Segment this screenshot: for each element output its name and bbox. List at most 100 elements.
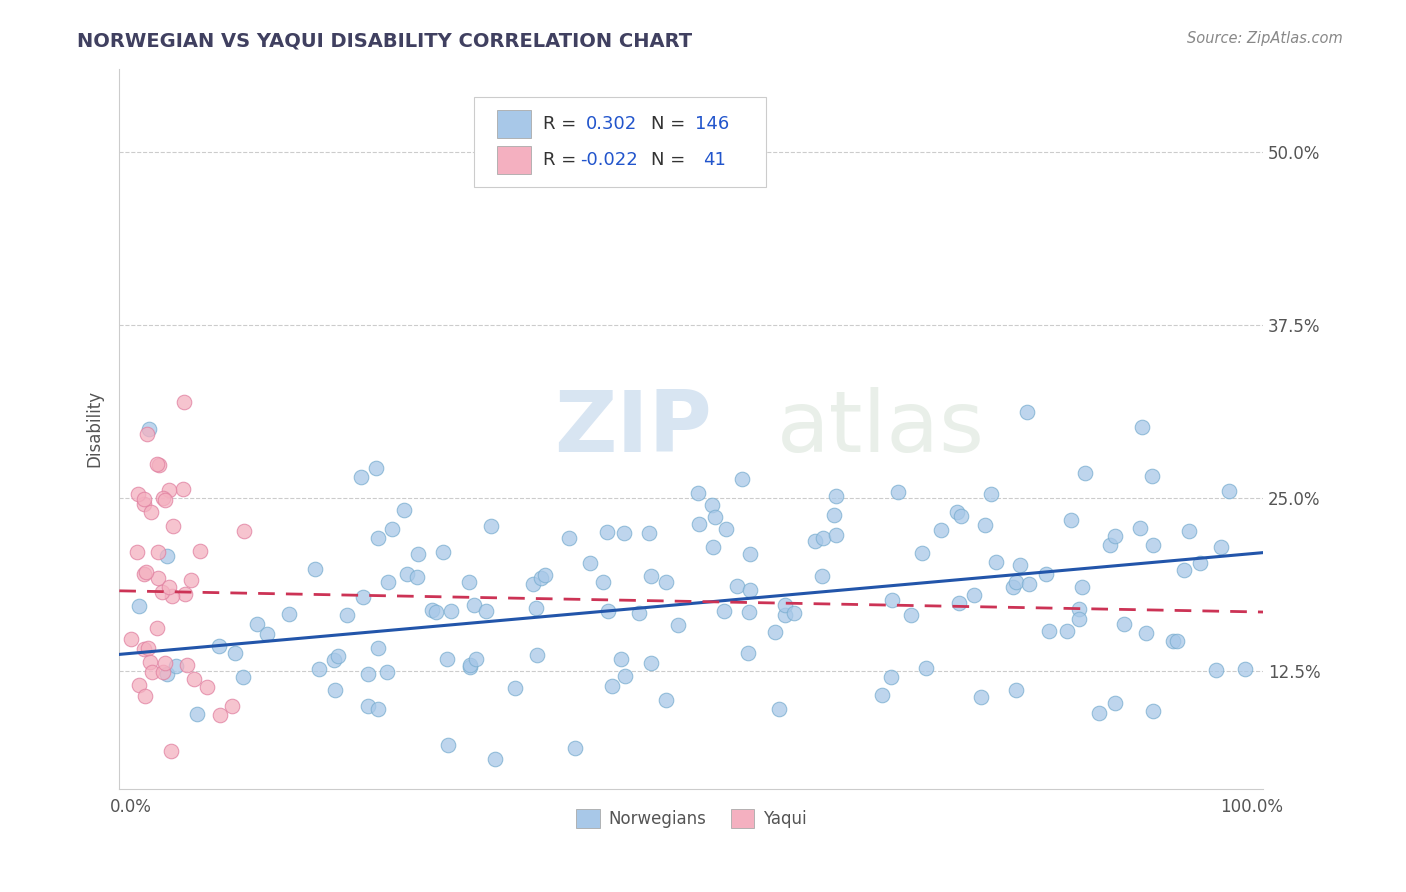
Point [970,690,993,704]
Point [128,678,150,692]
Point [686,486,709,500]
FancyBboxPatch shape [474,97,766,187]
Point [392,503,415,517]
Point [738,547,761,561]
Point [886,484,908,499]
Point [156,549,179,563]
Point [367,531,389,545]
Point [530,571,553,585]
Point [209,708,232,723]
Point [945,506,967,520]
Point [1218,483,1240,498]
Point [737,646,759,660]
Point [1099,538,1122,552]
Point [811,531,834,545]
Point [146,545,169,559]
Point [141,665,163,680]
Point [768,702,790,716]
Point [367,701,389,715]
Point [132,497,155,511]
Point [713,604,735,618]
Point [356,667,378,681]
Point [824,528,846,542]
Point [1130,420,1153,434]
Point [666,618,689,632]
Point [484,752,506,766]
Point [1104,529,1126,543]
Point [737,605,759,619]
Point [128,599,150,614]
Point [1188,557,1211,571]
Point [1056,624,1078,638]
Point [405,570,427,584]
Text: R =: R = [543,115,582,133]
Point [825,489,848,503]
Point [186,707,208,722]
Point [564,741,586,756]
Point [162,519,184,533]
Point [146,621,169,635]
Point [432,545,454,559]
Point [704,510,727,524]
Point [614,668,637,682]
Point [731,472,754,486]
Point [1005,574,1028,589]
Point [246,617,269,632]
Point [152,665,174,679]
Point [134,689,156,703]
Point [176,658,198,673]
Point [463,599,485,613]
Point [1234,661,1257,675]
Point [420,602,443,616]
Point [352,590,374,604]
Point [326,648,349,663]
Point [278,607,301,621]
Point [132,491,155,506]
Point [1001,580,1024,594]
Point [1135,626,1157,640]
Point [882,593,904,607]
Point [395,567,418,582]
Point [596,524,619,539]
Point [141,505,163,519]
Legend: Norwegians, Yaqui: Norwegians, Yaqui [569,803,813,835]
Point [157,580,180,594]
Point [929,523,952,537]
Point [323,653,346,667]
Point [150,584,173,599]
Point [700,498,723,512]
Text: NORWEGIAN VS YAQUI DISABILITY CORRELATION CHART: NORWEGIAN VS YAQUI DISABILITY CORRELATIO… [77,31,693,50]
Point [1074,467,1097,481]
Point [1008,558,1031,572]
Point [609,651,631,665]
Point [188,543,211,558]
Point [870,688,893,702]
Point [152,491,174,505]
Point [810,569,832,583]
Text: -0.022: -0.022 [581,151,638,169]
Point [460,657,482,672]
Point [1205,663,1227,677]
Point [221,699,243,714]
Point [479,519,502,533]
Point [381,522,404,536]
Point [440,604,463,618]
Point [1140,469,1163,483]
Text: Source: ZipAtlas.com: Source: ZipAtlas.com [1187,31,1343,46]
Point [160,744,183,758]
Point [1142,704,1164,718]
Point [503,681,526,696]
Point [127,487,149,501]
Point [304,562,326,576]
Point [160,589,183,603]
Point [900,607,922,622]
Point [773,599,796,613]
Point [948,596,970,610]
Point [654,574,676,589]
Point [596,604,619,618]
Point [232,669,254,683]
Point [1129,521,1152,535]
Point [524,601,547,615]
Point [385,825,408,839]
Point [558,531,581,545]
